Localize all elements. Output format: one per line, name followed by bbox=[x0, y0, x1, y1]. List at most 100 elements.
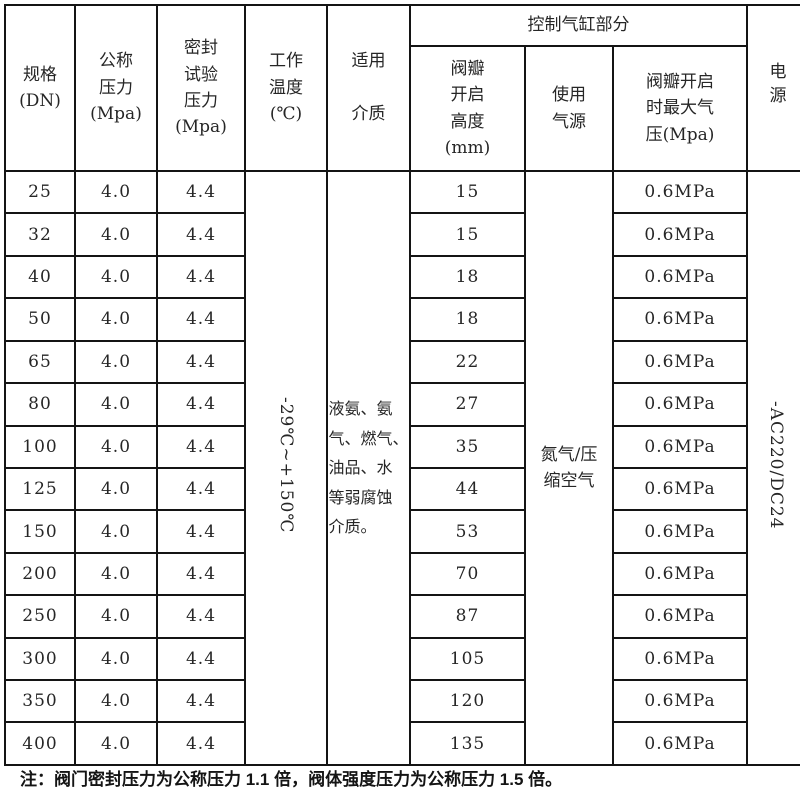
header-row-sub: 阀瓣 开启 高度 (mm) 使用 气源 阀瓣开启 时最大气 压(Mpa) bbox=[5, 45, 800, 172]
footnote: 注：阀门密封压力为公称压力 1.1 倍，阀体强度压力为公称压力 1.5 倍。 bbox=[20, 770, 563, 789]
table-row: 32 4.0 4.4 15 0.6MPa bbox=[4, 212, 800, 257]
cell-nominal-pressure: 4.0 bbox=[74, 212, 158, 257]
cell-nominal-pressure: 4.0 bbox=[74, 424, 158, 469]
header-control-cylinder-group: 控制气缸部分 bbox=[408, 4, 749, 47]
cell-open-height: 120 bbox=[409, 679, 526, 724]
cell-open-height: 15 bbox=[409, 212, 526, 257]
cell-nominal-pressure: 4.0 bbox=[74, 509, 158, 554]
cell-max-air-pressure: 0.6MPa bbox=[611, 594, 749, 639]
cell-nominal-pressure: 4.0 bbox=[74, 466, 158, 512]
cell-seal-test: 4.4 bbox=[156, 297, 246, 342]
spec-table: 规格 (DN) 公称 压力 (Mpa) 密封 试验 压力 (Mpa) 工作 温度… bbox=[4, 4, 800, 766]
table-row: 400 4.0 4.4 135 0.6MPa bbox=[4, 721, 800, 766]
cell-dn: 150 bbox=[4, 509, 76, 554]
cell-max-air-pressure: 0.6MPa bbox=[611, 551, 749, 597]
cell-max-air-pressure: 0.6MPa bbox=[611, 382, 749, 427]
cell-seal-test: 4.4 bbox=[156, 169, 246, 215]
cell-max-air-pressure: 0.6MPa bbox=[611, 466, 749, 512]
header-max-air-pressure: 阀瓣开启 时最大气 压(Mpa) bbox=[611, 45, 749, 172]
table-row: 125 4.0 4.4 44 0.6MPa bbox=[4, 466, 800, 512]
cell-open-height: 35 bbox=[409, 424, 526, 469]
header-working-temp: 工作 温度 (℃) bbox=[244, 4, 328, 172]
cell-nominal-pressure: 4.0 bbox=[74, 551, 158, 597]
cell-seal-test: 4.4 bbox=[156, 382, 246, 427]
table-row: 50 4.0 4.4 18 0.6MPa bbox=[4, 297, 800, 342]
cell-nominal-pressure: 4.0 bbox=[74, 339, 158, 385]
table-row: 150 4.0 4.4 53 0.6MPa bbox=[4, 509, 800, 554]
cell-dn: 100 bbox=[4, 424, 76, 469]
table-row: 250 4.0 4.4 87 0.6MPa bbox=[4, 594, 800, 639]
header-seal-test-pressure-label: 密封 试验 压力 (Mpa) bbox=[175, 38, 227, 138]
table-row: 300 4.0 4.4 105 0.6MPa bbox=[4, 636, 800, 682]
table-row: 350 4.0 4.4 120 0.6MPa bbox=[4, 679, 800, 724]
header-power-label: 电源 bbox=[765, 61, 786, 110]
cell-open-height: 18 bbox=[409, 297, 526, 342]
header-valve-open-height: 阀瓣 开启 高度 (mm) bbox=[409, 45, 526, 172]
cell-dn: 250 bbox=[4, 594, 76, 639]
table-row: 25 4.0 4.4 -29℃~+150℃ 液氨、氨 气、燃气、 油品、水 等弱… bbox=[4, 169, 800, 766]
medium-text: 液氨、氨 气、燃气、 油品、水 等弱腐蚀 介质。 bbox=[328, 399, 409, 537]
cell-dn: 350 bbox=[4, 679, 76, 724]
cell-open-height: 53 bbox=[409, 509, 526, 554]
header-row-top: 规格 (DN) 公称 压力 (Mpa) 密封 试验 压力 (Mpa) 工作 温度… bbox=[4, 4, 800, 172]
cell-seal-test: 4.4 bbox=[156, 636, 246, 682]
cell-open-height: 87 bbox=[409, 594, 526, 639]
cell-open-height: 18 bbox=[409, 254, 526, 300]
cell-seal-test: 4.4 bbox=[156, 679, 246, 724]
cell-dn: 50 bbox=[4, 297, 76, 342]
header-power: 电源 bbox=[746, 4, 800, 172]
cell-working-temp-range: -29℃~+150℃ bbox=[244, 170, 328, 766]
cell-seal-test: 4.4 bbox=[156, 594, 246, 639]
table-row: 200 4.0 4.4 70 0.6MPa bbox=[4, 551, 800, 597]
header-max-air-pressure-label: 阀瓣开启 时最大气 压(Mpa) bbox=[645, 71, 715, 145]
cell-power: -AC220/DC24 bbox=[746, 170, 800, 766]
cell-nominal-pressure: 4.0 bbox=[74, 636, 158, 682]
header-medium: 适用 介质 bbox=[326, 4, 411, 172]
cell-dn: 200 bbox=[4, 551, 76, 597]
cell-dn: 32 bbox=[4, 212, 76, 257]
cell-open-height: 15 bbox=[409, 169, 526, 215]
cell-nominal-pressure: 4.0 bbox=[74, 721, 158, 766]
cell-dn: 80 bbox=[4, 382, 76, 427]
cell-nominal-pressure: 4.0 bbox=[74, 297, 158, 342]
cell-nominal-pressure: 4.0 bbox=[74, 254, 158, 300]
cell-max-air-pressure: 0.6MPa bbox=[611, 636, 749, 682]
gas-source-text: 氮气/压 缩空气 bbox=[540, 444, 598, 491]
header-medium-label: 适用 介质 bbox=[351, 51, 386, 125]
header-spec-label: 规格 (DN) bbox=[19, 64, 61, 111]
cell-nominal-pressure: 4.0 bbox=[74, 382, 158, 427]
cell-open-height: 44 bbox=[409, 466, 526, 512]
header-valve-open-height-label: 阀瓣 开启 高度 (mm) bbox=[444, 58, 491, 158]
cell-dn: 400 bbox=[4, 721, 76, 766]
cell-max-air-pressure: 0.6MPa bbox=[611, 509, 749, 554]
cell-max-air-pressure: 0.6MPa bbox=[611, 169, 749, 215]
header-spec: 规格 (DN) bbox=[4, 4, 76, 172]
cell-dn: 125 bbox=[4, 466, 76, 512]
cell-nominal-pressure: 4.0 bbox=[74, 594, 158, 639]
power-text: -AC220/DC24 bbox=[766, 401, 787, 530]
cell-seal-test: 4.4 bbox=[156, 212, 246, 257]
working-temp-range-text: -29℃~+150℃ bbox=[276, 397, 296, 534]
header-working-temp-label: 工作 温度 (℃) bbox=[269, 51, 303, 125]
header-nominal-pressure: 公称 压力 (Mpa) bbox=[74, 4, 158, 172]
cell-dn: 25 bbox=[4, 169, 76, 215]
cell-open-height: 70 bbox=[409, 551, 526, 597]
cell-open-height: 27 bbox=[409, 382, 526, 427]
cell-dn: 65 bbox=[4, 339, 76, 385]
table-row: 65 4.0 4.4 22 0.6MPa bbox=[4, 339, 800, 385]
cell-seal-test: 4.4 bbox=[156, 339, 246, 385]
cell-gas-source: 氮气/压 缩空气 bbox=[524, 170, 614, 766]
cell-medium: 液氨、氨 气、燃气、 油品、水 等弱腐蚀 介质。 bbox=[326, 170, 411, 766]
cell-dn: 300 bbox=[4, 636, 76, 682]
table-row: 80 4.0 4.4 27 0.6MPa bbox=[4, 382, 800, 427]
cell-max-air-pressure: 0.6MPa bbox=[611, 254, 749, 300]
cell-nominal-pressure: 4.0 bbox=[74, 169, 158, 215]
cell-open-height: 135 bbox=[409, 721, 526, 766]
cell-seal-test: 4.4 bbox=[156, 466, 246, 512]
cell-open-height: 22 bbox=[409, 339, 526, 385]
cell-seal-test: 4.4 bbox=[156, 721, 246, 766]
header-seal-test-pressure: 密封 试验 压力 (Mpa) bbox=[156, 4, 246, 172]
cell-dn: 40 bbox=[4, 254, 76, 300]
cell-open-height: 105 bbox=[409, 636, 526, 682]
